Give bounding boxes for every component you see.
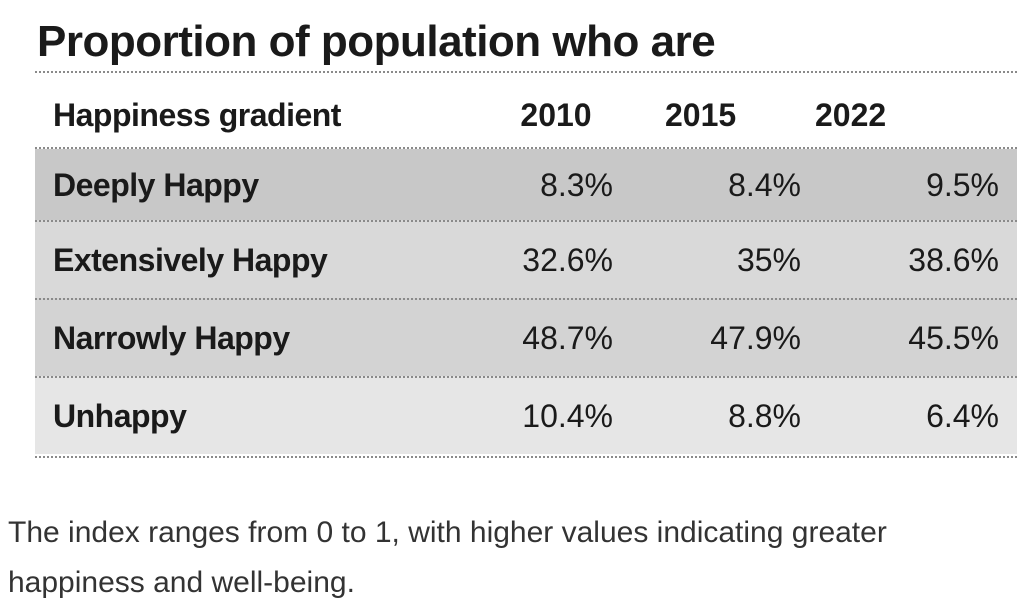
- header-divider: [35, 147, 1017, 149]
- value-cell-2022: 6.4%: [926, 398, 999, 434]
- table-row: Unhappy 10.4% 8.8% 6.4%: [35, 376, 1017, 454]
- header-row: Happiness gradient 2010 2015 2022: [35, 83, 1017, 147]
- table-row: Extensively Happy 32.6% 35% 38.6%: [35, 220, 1017, 298]
- value-cell-2015: 8.4%: [728, 166, 801, 203]
- table-title: Proportion of population who are: [37, 17, 716, 66]
- table-bottom-divider: [35, 456, 1017, 458]
- value-cell-2010: 10.4%: [522, 398, 613, 434]
- row-label: Unhappy: [53, 398, 187, 434]
- data-table: Happiness gradient 2010 2015 2022 Deeply…: [35, 83, 1017, 454]
- value-cell-2015: 35%: [736, 242, 801, 278]
- value-cell-2022: 38.6%: [908, 242, 999, 278]
- value-cell-2015: 47.9%: [710, 320, 801, 356]
- value-cell-2022: 9.5%: [926, 166, 999, 203]
- column-header-gradient: Happiness gradient: [53, 97, 341, 133]
- column-header-2015: 2015: [665, 97, 737, 133]
- value-cell-2010: 8.3%: [540, 166, 613, 203]
- row-label: Extensively Happy: [53, 242, 328, 278]
- value-cell-2010: 48.7%: [522, 320, 613, 356]
- row-label: Deeply Happy: [53, 166, 259, 203]
- title-divider: [35, 71, 1017, 73]
- table-row: Narrowly Happy 48.7% 47.9% 45.5%: [35, 298, 1017, 376]
- table-body: Deeply Happy 8.3% 8.4% 9.5% Extensively Happ…: [35, 149, 1017, 454]
- value-cell-2010: 32.6%: [522, 242, 613, 278]
- row-label: Narrowly Happy: [53, 320, 290, 356]
- value-cell-2022: 45.5%: [908, 320, 999, 356]
- column-header-2022: 2022: [815, 97, 887, 133]
- value-cell-2015: 8.8%: [728, 398, 801, 434]
- table-row: Deeply Happy 8.3% 8.4% 9.5%: [35, 149, 1017, 220]
- caption-text: The index ranges from 0 to 1, with highe…: [8, 516, 887, 598]
- column-header-2010: 2010: [520, 97, 592, 133]
